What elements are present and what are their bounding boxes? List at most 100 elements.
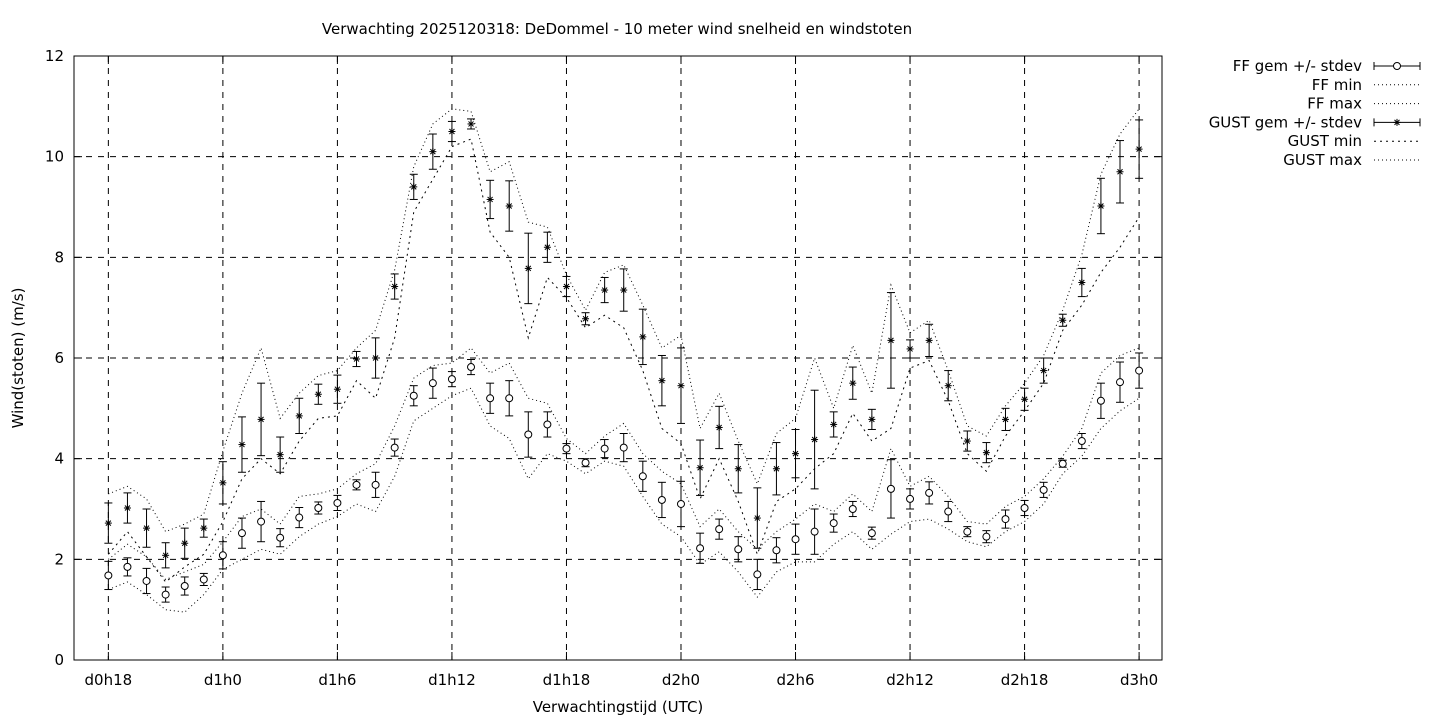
ff-point (390, 443, 399, 452)
star-stroke (792, 450, 799, 457)
star-stroke (105, 520, 112, 526)
gust-point (772, 465, 780, 473)
ff-point (1116, 378, 1125, 387)
star-stroke (830, 421, 837, 428)
star-stroke (372, 355, 379, 361)
star-stroke (639, 334, 646, 340)
star-stroke (1002, 416, 1009, 423)
star-stroke (239, 441, 245, 448)
ff-point (734, 545, 743, 554)
star-stroke (334, 386, 341, 393)
gust-point (333, 385, 341, 393)
star-stroke (964, 438, 971, 444)
star-stroke (296, 413, 303, 419)
gust-point (639, 333, 647, 341)
ff-point (295, 513, 304, 522)
ff-point (753, 570, 762, 579)
y-tick-label: 2 (54, 550, 64, 568)
ff-point (486, 394, 495, 403)
ff-point (524, 430, 533, 439)
gust-point (1001, 415, 1009, 423)
gust-point (524, 264, 532, 272)
ff-point (810, 527, 819, 536)
ff-point (963, 527, 972, 536)
gust-point (448, 128, 456, 135)
y-tick-label: 8 (54, 248, 64, 266)
ff-point (581, 458, 590, 467)
gust-point (200, 524, 208, 532)
legend-label-3: GUST gem +/- stdev (1209, 113, 1362, 131)
x-tick-label: d2h18 (1001, 671, 1049, 689)
star-stroke (487, 196, 493, 203)
ff-point (447, 375, 456, 384)
gust-point (753, 514, 761, 522)
star-stroke (1098, 203, 1104, 209)
star-stroke (678, 382, 684, 389)
gust-point (1135, 145, 1143, 153)
gust-point (1116, 168, 1124, 176)
star-stroke (983, 449, 990, 456)
gust-point (314, 390, 322, 398)
gust-point (143, 524, 151, 532)
chart-title: Verwachting 2025120318: DeDommel - 10 me… (322, 20, 912, 38)
gust-point (352, 355, 360, 363)
legend-circle-marker (1393, 62, 1401, 70)
star-stroke (716, 424, 723, 431)
gust-point (543, 243, 551, 251)
gust-point (925, 336, 933, 344)
gust-point (467, 120, 475, 128)
gust-point (696, 464, 704, 472)
x-tick-label: d0h18 (85, 671, 133, 689)
ff-point (562, 444, 571, 453)
ff-point (428, 379, 437, 388)
y-tick-label: 4 (54, 450, 64, 468)
gust-point (1040, 367, 1048, 375)
gust-point (582, 315, 590, 323)
star-stroke (849, 380, 856, 387)
ff-point (638, 472, 647, 481)
series-line-4 (107, 138, 1140, 583)
star-stroke (181, 540, 188, 547)
ff-point (848, 505, 857, 513)
ff-point (925, 488, 934, 497)
series-points-0 (104, 352, 1144, 603)
ff-point (715, 525, 724, 534)
star-stroke (162, 552, 169, 559)
ff-point (104, 571, 113, 580)
gust-point (410, 183, 418, 191)
ff-point (944, 507, 953, 516)
ff-point (1020, 503, 1029, 512)
legend-label-0: FF gem +/- stdev (1233, 57, 1362, 75)
ff-point (314, 503, 323, 512)
star-stroke (258, 416, 264, 423)
gust-point (219, 479, 227, 487)
gust-point (868, 415, 876, 423)
star-stroke (697, 464, 703, 471)
ff-point (906, 494, 915, 503)
gust-point (295, 412, 303, 420)
ff-point (619, 443, 628, 452)
ff-point (982, 532, 991, 541)
star-stroke (563, 283, 570, 290)
star-stroke (1021, 396, 1028, 403)
legend-label-1: FF min (1312, 76, 1362, 94)
gust-point (1097, 202, 1105, 210)
ff-point (1001, 515, 1010, 524)
star-stroke (277, 451, 284, 458)
ff-point (1135, 366, 1144, 375)
gust-point (562, 283, 570, 291)
ff-point (505, 394, 514, 403)
star-stroke (945, 382, 952, 389)
star-stroke (620, 287, 627, 293)
star-stroke (1059, 317, 1066, 324)
x-tick-label: d1h6 (318, 671, 356, 689)
gust-point (429, 148, 437, 156)
x-tick-label: d2h12 (886, 671, 934, 689)
legend-label-2: FF max (1307, 95, 1362, 113)
star-stroke (124, 505, 131, 511)
gust-point (486, 195, 494, 203)
star-stroke (1040, 367, 1047, 374)
ff-point (352, 480, 361, 489)
star-stroke (1136, 146, 1142, 152)
star-stroke (1078, 279, 1085, 286)
